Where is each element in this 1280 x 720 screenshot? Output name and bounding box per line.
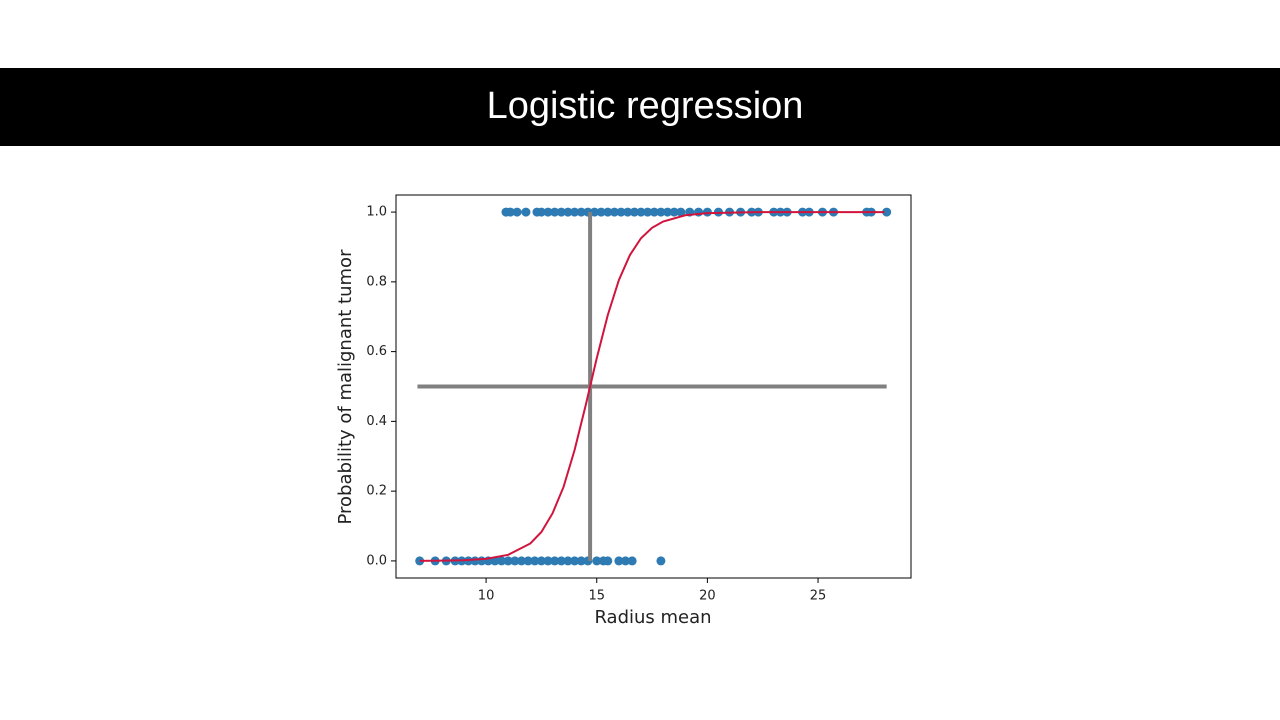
- point: [415, 556, 425, 566]
- x-axis-label: Radius mean: [594, 607, 711, 628]
- plot-frame: [395, 194, 912, 579]
- point: [570, 556, 580, 566]
- point: [536, 556, 546, 566]
- y-tick-label: 0.8: [366, 274, 387, 289]
- point: [576, 207, 586, 217]
- point: [636, 207, 646, 217]
- point: [614, 556, 624, 566]
- point: [882, 207, 892, 217]
- y-tick-label: 0.6: [366, 344, 387, 359]
- point: [663, 207, 673, 217]
- point: [543, 207, 553, 217]
- point: [656, 556, 666, 566]
- point: [596, 207, 606, 217]
- y-tick-label: 0.0: [366, 553, 387, 568]
- point: [656, 207, 666, 217]
- y-tick-label: 0.4: [366, 414, 387, 429]
- point: [621, 556, 631, 566]
- point: [603, 207, 613, 217]
- point: [609, 207, 619, 217]
- point: [512, 207, 522, 217]
- point: [497, 556, 507, 566]
- point: [505, 207, 515, 217]
- point: [627, 556, 637, 566]
- point: [556, 207, 566, 217]
- point: [669, 207, 679, 217]
- point: [510, 556, 520, 566]
- point: [563, 556, 573, 566]
- point: [536, 207, 546, 217]
- y-axis-label: Probability of malignant tumor: [335, 249, 356, 525]
- point: [616, 207, 626, 217]
- y-tick-label: 0.2: [366, 484, 387, 499]
- point: [643, 207, 653, 217]
- y-tick-label: 1.0: [366, 205, 387, 220]
- point: [550, 207, 560, 217]
- point: [590, 207, 600, 217]
- point: [521, 207, 531, 217]
- point: [516, 556, 526, 566]
- point: [543, 556, 553, 566]
- point: [570, 207, 580, 217]
- x-tick-label: 20: [699, 589, 716, 604]
- x-tick-label: 10: [478, 589, 495, 604]
- point: [676, 207, 686, 217]
- point: [629, 207, 639, 217]
- point: [603, 556, 613, 566]
- point: [556, 556, 566, 566]
- point: [523, 556, 533, 566]
- point: [563, 207, 573, 217]
- line: [419, 211, 885, 562]
- point: [550, 556, 560, 566]
- title-band: [0, 68, 1280, 146]
- x-tick-label: 25: [810, 589, 827, 604]
- point: [530, 556, 540, 566]
- point: [592, 556, 602, 566]
- point: [649, 207, 659, 217]
- point: [503, 556, 513, 566]
- point: [623, 207, 633, 217]
- point: [576, 556, 586, 566]
- slide-title: Logistic regression: [486, 85, 804, 127]
- x-tick-label: 15: [588, 589, 605, 604]
